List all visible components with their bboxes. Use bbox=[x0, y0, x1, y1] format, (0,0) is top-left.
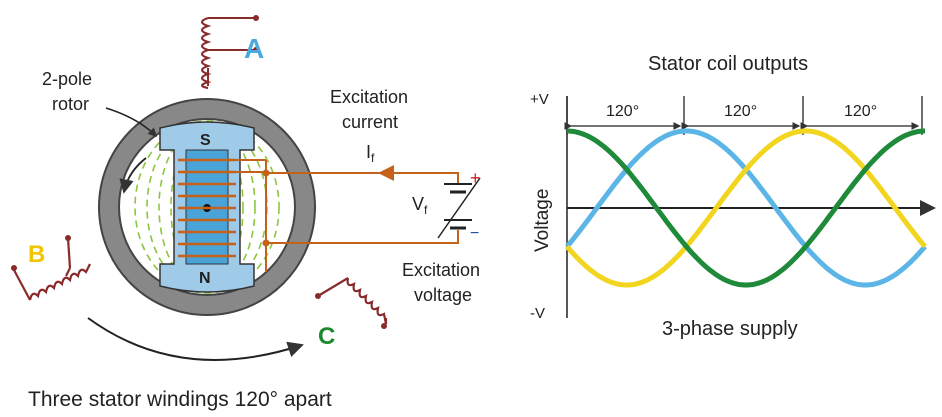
minus-sign: − bbox=[470, 225, 479, 242]
chart-ylabel: Voltage bbox=[532, 189, 553, 252]
interval-label-2: 120° bbox=[724, 103, 757, 120]
rotor-pointer-arrow bbox=[105, 107, 158, 138]
y-top-label: +V bbox=[530, 91, 549, 108]
rotation-arrow-inner bbox=[119, 157, 147, 194]
coil-c bbox=[317, 277, 388, 325]
current-symbol: If bbox=[366, 142, 375, 165]
excitation-voltage-line2: voltage bbox=[414, 285, 472, 305]
rotor-label-line2: rotor bbox=[52, 94, 89, 114]
rotor-label-line1: 2-pole bbox=[42, 69, 92, 89]
battery-symbol bbox=[437, 177, 481, 239]
excitation-voltage-line1: Excitation bbox=[402, 260, 480, 280]
coil-b bbox=[13, 237, 91, 301]
plus-sign: + bbox=[470, 168, 481, 188]
voltage-symbol: Vf bbox=[412, 194, 428, 217]
interval-markers bbox=[564, 96, 923, 135]
phase-wave-3 bbox=[566, 128, 926, 288]
excitation-current-line2: current bbox=[342, 112, 398, 132]
excitation-current-line1: Excitation bbox=[330, 87, 408, 107]
phase-label-a: A bbox=[244, 33, 264, 64]
waveform-chart: Stator coil outputs 3-phase supply Volta… bbox=[530, 53, 936, 340]
pole-s-label: S bbox=[200, 132, 211, 149]
series-layer bbox=[565, 128, 927, 288]
rotation-arrow-outer bbox=[87, 317, 304, 361]
y-bottom-label: -V bbox=[530, 305, 545, 322]
interval-label-3: 120° bbox=[844, 103, 877, 120]
diagram-caption: Three stator windings 120° apart bbox=[28, 388, 332, 411]
phase-label-c: C bbox=[318, 323, 335, 350]
chart-subtitle: 3-phase supply bbox=[662, 318, 798, 340]
excitation-wires bbox=[236, 159, 459, 272]
coil-a bbox=[200, 15, 259, 90]
phase-label-b: B bbox=[28, 241, 45, 268]
interval-label-1: 120° bbox=[606, 103, 639, 120]
pole-n-label: N bbox=[199, 270, 211, 287]
chart-title: Stator coil outputs bbox=[648, 53, 808, 75]
rotor bbox=[159, 121, 255, 293]
